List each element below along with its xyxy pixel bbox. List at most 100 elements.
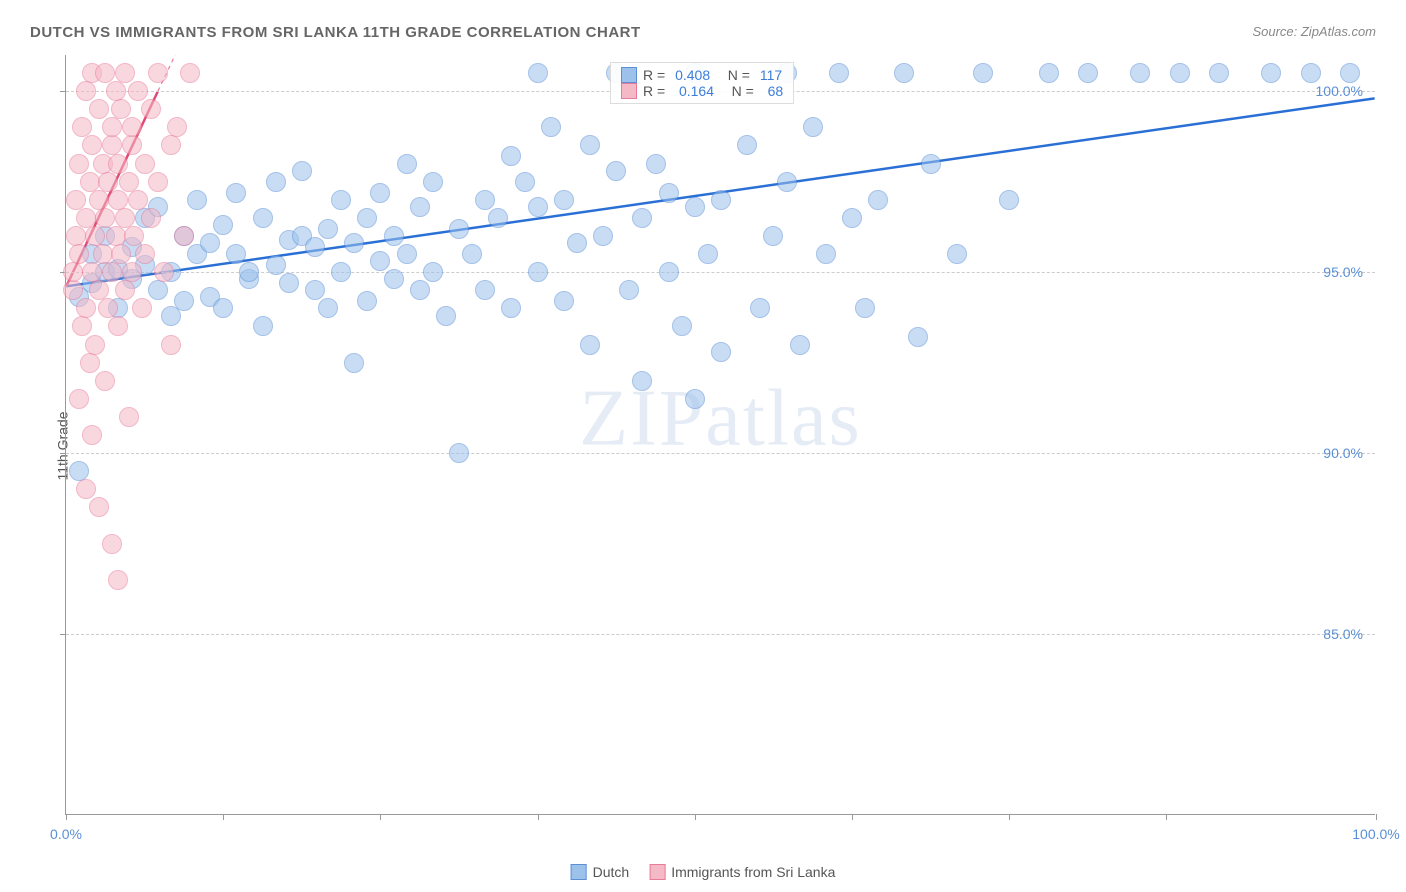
gridline (66, 272, 1375, 273)
scatter-point (82, 425, 102, 445)
scatter-point (1340, 63, 1360, 83)
scatter-point (69, 389, 89, 409)
scatter-point (1209, 63, 1229, 83)
scatter-point (93, 244, 113, 264)
scatter-point (593, 226, 613, 246)
scatter-point (76, 479, 96, 499)
scatter-point (528, 197, 548, 217)
scatter-point (1261, 63, 1281, 83)
scatter-point (384, 269, 404, 289)
gridline (66, 453, 1375, 454)
scatter-point (606, 161, 626, 181)
scatter-point (115, 63, 135, 83)
scatter-point (72, 316, 92, 336)
scatter-point (95, 63, 115, 83)
legend-row: R = 0.408 N = 117 (621, 67, 783, 83)
scatter-point (410, 280, 430, 300)
scatter-point (76, 298, 96, 318)
legend-n-value: 68 (764, 83, 783, 99)
scatter-point (777, 172, 797, 192)
legend-swatch (649, 864, 665, 880)
scatter-point (102, 534, 122, 554)
x-tick (223, 814, 224, 820)
scatter-point (119, 407, 139, 427)
scatter-point (501, 298, 521, 318)
scatter-point (111, 244, 131, 264)
scatter-point (659, 262, 679, 282)
scatter-point (95, 208, 115, 228)
scatter-point (76, 81, 96, 101)
scatter-point (1130, 63, 1150, 83)
scatter-point (122, 135, 142, 155)
x-tick (695, 814, 696, 820)
scatter-point (128, 81, 148, 101)
legend-r-value: 0.164 (675, 83, 714, 99)
scatter-point (554, 190, 574, 210)
scatter-point (855, 298, 875, 318)
legend-r-label: R = (643, 83, 669, 99)
scatter-point (528, 262, 548, 282)
scatter-point (619, 280, 639, 300)
scatter-point (148, 280, 168, 300)
chart-plot-area: ZIPatlas 85.0%90.0%95.0%100.0%0.0%100.0% (65, 55, 1375, 815)
scatter-point (331, 262, 351, 282)
scatter-point (69, 154, 89, 174)
scatter-point (357, 208, 377, 228)
trendlines-layer (66, 55, 1375, 814)
scatter-point (200, 233, 220, 253)
scatter-point (141, 99, 161, 119)
scatter-point (115, 280, 135, 300)
scatter-point (921, 154, 941, 174)
scatter-point (672, 316, 692, 336)
watermark: ZIPatlas (579, 374, 862, 465)
legend-swatch (621, 83, 637, 99)
scatter-point (790, 335, 810, 355)
scatter-point (908, 327, 928, 347)
x-tick (1376, 814, 1377, 820)
x-tick (1166, 814, 1167, 820)
scatter-point (174, 226, 194, 246)
legend-item: Immigrants from Sri Lanka (649, 864, 835, 880)
scatter-point (711, 342, 731, 362)
scatter-point (187, 190, 207, 210)
scatter-point (80, 172, 100, 192)
scatter-point (737, 135, 757, 155)
scatter-point (135, 154, 155, 174)
scatter-point (1301, 63, 1321, 83)
scatter-point (89, 99, 109, 119)
scatter-point (1078, 63, 1098, 83)
scatter-point (279, 273, 299, 293)
scatter-point (894, 63, 914, 83)
legend-label: Dutch (593, 864, 630, 880)
scatter-point (685, 389, 705, 409)
x-tick (66, 814, 67, 820)
scatter-point (226, 244, 246, 264)
legend-item: Dutch (571, 864, 630, 880)
scatter-point (659, 183, 679, 203)
scatter-point (122, 262, 142, 282)
scatter-point (646, 154, 666, 174)
legend-n-label: N = (720, 83, 758, 99)
legend-row: R = 0.164 N = 68 (621, 83, 783, 99)
scatter-point (161, 135, 181, 155)
scatter-point (213, 215, 233, 235)
scatter-point (72, 117, 92, 137)
scatter-point (213, 298, 233, 318)
scatter-point (632, 371, 652, 391)
scatter-point (842, 208, 862, 228)
scatter-point (1039, 63, 1059, 83)
series-legend: Dutch Immigrants from Sri Lanka (571, 864, 836, 880)
scatter-point (344, 353, 364, 373)
legend-swatch (571, 864, 587, 880)
scatter-point (66, 226, 86, 246)
scatter-point (711, 190, 731, 210)
scatter-point (973, 63, 993, 83)
scatter-point (698, 244, 718, 264)
y-tick-label: 100.0% (1316, 83, 1363, 99)
scatter-point (580, 335, 600, 355)
scatter-point (69, 244, 89, 264)
scatter-point (174, 291, 194, 311)
scatter-point (154, 262, 174, 282)
legend-r-label: R = (643, 67, 669, 83)
y-tick (60, 634, 66, 635)
